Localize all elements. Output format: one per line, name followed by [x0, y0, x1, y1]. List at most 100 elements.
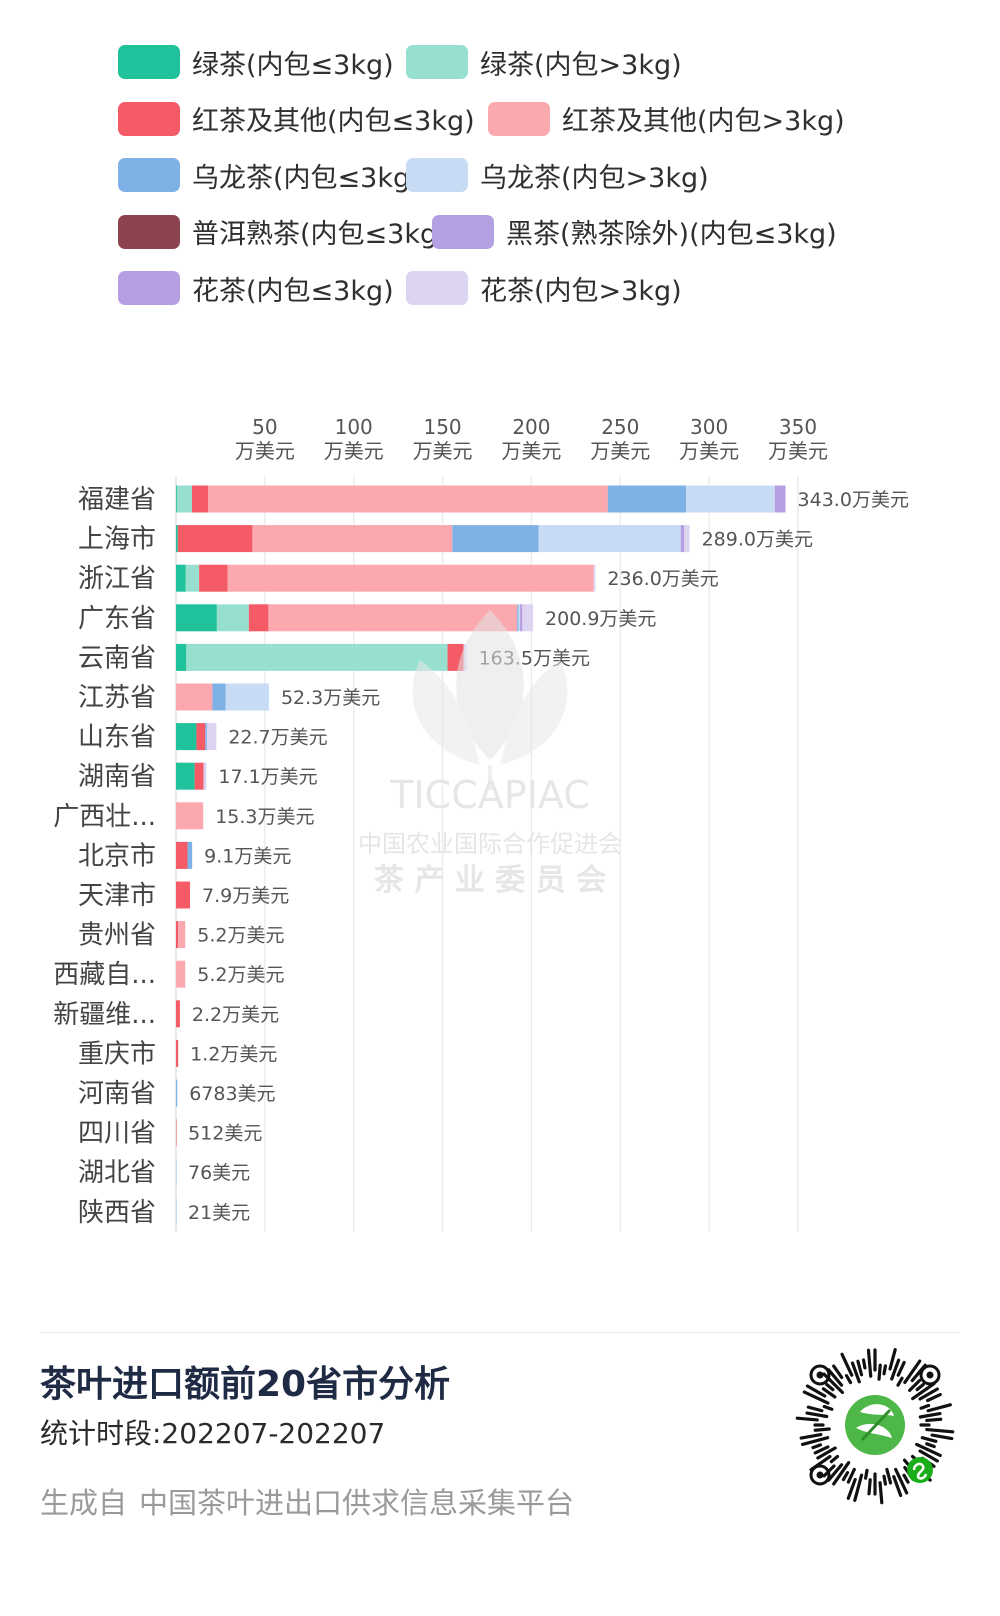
qr-module: [885, 1467, 893, 1485]
x-tick-label: 250: [601, 415, 639, 439]
x-tick-unit: 万美元: [501, 439, 561, 463]
qr-module: [888, 1348, 897, 1371]
bar-segment: [686, 485, 775, 513]
total-value-label: 2.2万美元: [192, 1004, 279, 1026]
total-value-label: 17.1万美元: [218, 766, 317, 788]
bar-segment: [176, 841, 188, 869]
bar-segment: [248, 604, 269, 632]
legend-swatch: [118, 101, 180, 136]
legend-item[interactable]: 花茶(内包>3kg): [406, 264, 682, 312]
qr-module: [841, 1471, 850, 1482]
category-label: 湖南省: [78, 762, 156, 792]
bar-segment: [176, 1039, 179, 1067]
qr-module: [853, 1473, 864, 1502]
qr-module: [918, 1449, 939, 1463]
bar-segment: [176, 1079, 178, 1107]
qr-module: [915, 1382, 925, 1392]
qr-module: [915, 1442, 942, 1458]
category-label: 陕西省: [78, 1198, 156, 1228]
qr-module: [827, 1463, 844, 1482]
bar-segment: [227, 564, 594, 592]
footer-source: 生成自 中国茶叶进出口供求信息采集平台: [40, 1480, 586, 1522]
total-value-label: 5.2万美元: [197, 925, 284, 947]
total-value-label: 9.1万美元: [204, 845, 291, 867]
qr-module: [805, 1411, 829, 1419]
legend-item[interactable]: 乌龙茶(内包≤3kg): [118, 151, 421, 199]
legend-label: 花茶(内包>3kg): [480, 275, 682, 307]
qr-module: [892, 1475, 903, 1498]
category-label: 北京市: [78, 841, 156, 871]
legend-row: 绿茶(内包≤3kg) 绿茶(内包>3kg): [118, 38, 958, 86]
legend-item[interactable]: 绿茶(内包≤3kg): [118, 38, 394, 86]
bar-segment: [774, 485, 786, 513]
bar-segment: [268, 604, 518, 632]
category-label: 云南省: [78, 643, 156, 673]
x-tick-label: 50: [252, 415, 277, 439]
bar-segment: [538, 525, 681, 553]
bar-segment: [452, 525, 539, 553]
stacked-bar-chart: 50 万美元 100 万美元 150 万美元 200 万美元 250 万美元 300 万美元 350 万美…: [0, 410, 1000, 1280]
bar-segment: [186, 643, 448, 671]
qr-module: [832, 1364, 844, 1380]
category-label: 浙江省: [78, 564, 156, 594]
legend-item[interactable]: 普洱熟茶(内包≤3kg): [118, 208, 448, 256]
bar-segment: [178, 921, 186, 949]
bar-segment: [225, 683, 269, 711]
legend-swatch: [432, 214, 494, 249]
qr-module: [846, 1467, 856, 1484]
footer-divider: [40, 1332, 960, 1333]
total-value-label: 21美元: [188, 1202, 250, 1224]
legend-row: 红茶及其他(内包≤3kg) 红茶及其他(内包>3kg): [118, 95, 958, 143]
category-label: 福建省: [78, 485, 156, 515]
qr-module: [822, 1404, 834, 1411]
qr-module: [866, 1348, 873, 1378]
qr-module: [856, 1359, 864, 1377]
bar-segment: [205, 723, 207, 751]
legend-item[interactable]: 乌龙茶(内包>3kg): [406, 151, 709, 199]
qr-module: [930, 1433, 954, 1441]
bar-segment: [176, 762, 195, 790]
legend-item[interactable]: 红茶及其他(内包>3kg): [488, 95, 845, 143]
legend-row: 乌龙茶(内包≤3kg) 乌龙茶(内包>3kg): [118, 151, 958, 199]
bar-segment: [177, 525, 253, 553]
bar-segment: [196, 723, 206, 751]
qr-module: [896, 1376, 904, 1387]
qr-module: [925, 1417, 943, 1423]
qr-module: [844, 1374, 853, 1385]
footer-title: 茶叶进口额前20省市分析: [40, 1364, 451, 1405]
total-value-label: 512美元: [188, 1123, 262, 1145]
qr-module: [925, 1442, 936, 1449]
category-label: 重庆市: [78, 1039, 156, 1069]
category-label: 四川省: [78, 1119, 156, 1149]
legend-item[interactable]: 黑茶(熟茶除外)(内包≤3kg): [432, 208, 837, 256]
qr-module: [864, 1468, 869, 1480]
legend-label: 普洱熟茶(内包≤3kg): [192, 219, 448, 250]
total-value-label: 7.9万美元: [202, 885, 289, 907]
bar-segment: [593, 564, 596, 592]
legend-item[interactable]: 红茶及其他(内包≤3kg): [118, 95, 475, 143]
bar-segment: [517, 604, 519, 632]
bar-segment: [176, 1119, 177, 1147]
footer-source-prefix: 生成自: [40, 1486, 128, 1520]
bar-segment: [463, 643, 467, 671]
x-tick-label: 200: [512, 415, 550, 439]
total-value-label: 5.2万美元: [197, 964, 284, 986]
bar-segment: [176, 564, 186, 592]
qr-module: [911, 1382, 936, 1401]
total-value-label: 343.0万美元: [798, 489, 909, 511]
bar-segment: [176, 604, 217, 632]
bar-segment: [607, 485, 687, 513]
bar-segment: [176, 485, 177, 513]
category-label: 山东省: [78, 723, 156, 753]
bar-segment: [187, 841, 193, 869]
legend-label: 绿茶(内包>3kg): [480, 49, 682, 81]
qr-module: [925, 1392, 942, 1403]
bar-segment: [520, 604, 523, 632]
qr-module: [908, 1378, 922, 1392]
legend-label: 乌龙茶(内包≤3kg): [192, 162, 421, 194]
total-value-label: 200.9万美元: [545, 608, 656, 630]
mini-program-qr-code-icon[interactable]: [790, 1340, 960, 1510]
legend-item[interactable]: 绿茶(内包>3kg): [406, 38, 682, 86]
legend-item[interactable]: 花茶(内包≤3kg): [118, 264, 394, 312]
bar-segment: [185, 564, 200, 592]
